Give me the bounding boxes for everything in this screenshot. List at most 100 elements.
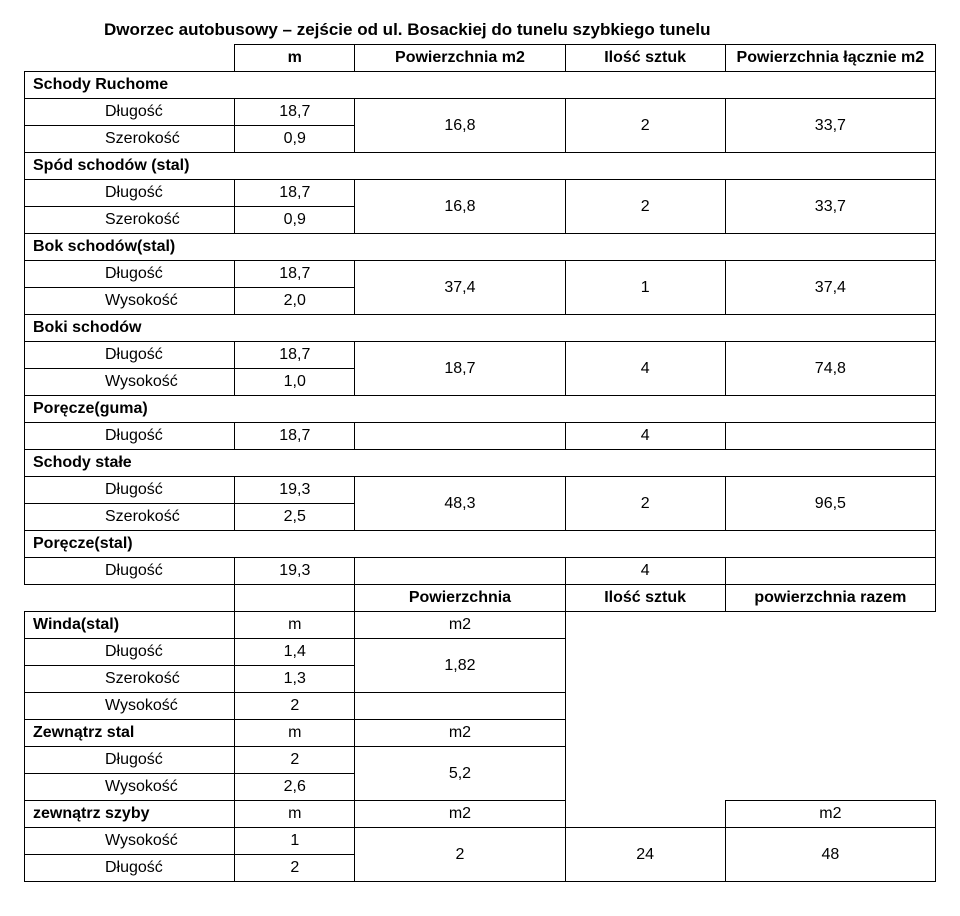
section-title: Schody Ruchome <box>25 72 936 99</box>
dim-value: 1 <box>235 828 355 855</box>
qty-cell: 2 <box>565 99 725 153</box>
page-title: Dworzec autobusowy – zejście od ul. Bosa… <box>104 20 936 40</box>
dim-value: 18,7 <box>235 423 355 450</box>
table-row: Wysokość 1 2 24 48 <box>25 828 936 855</box>
dim-label: Szerokość <box>25 126 235 153</box>
col-qty-header: Ilość sztuk <box>565 45 725 72</box>
table-row: Długość 18,7 4 <box>25 423 936 450</box>
dim-value: 1,3 <box>235 666 355 693</box>
section-row: zewnątrz szyby m m2 m2 <box>25 801 936 828</box>
unit-m2b: m2 <box>725 801 935 828</box>
qty-cell: 24 <box>565 828 725 882</box>
dim-label: Wysokość <box>25 774 235 801</box>
dim-label: Szerokość <box>25 207 235 234</box>
unit-m: m <box>235 720 355 747</box>
total-cell: 37,4 <box>725 261 935 315</box>
dim-label: Długość <box>25 261 235 288</box>
total-cell: 48 <box>725 828 935 882</box>
dim-label: Długość <box>25 423 235 450</box>
dim-value: 0,9 <box>235 126 355 153</box>
main-table: m Powierzchnia m2 Ilość sztuk Powierzchn… <box>24 44 936 882</box>
table-row: Długość 19,3 48,3 2 96,5 <box>25 477 936 504</box>
section-row: Spód schodów (stal) <box>25 153 936 180</box>
section-title: Winda(stal) <box>25 612 235 639</box>
section-title: Poręcze(stal) <box>25 531 936 558</box>
section-title: Bok schodów(stal) <box>25 234 936 261</box>
section-title: zewnątrz szyby <box>25 801 235 828</box>
section-row: Schody Ruchome <box>25 72 936 99</box>
table-row: Długość 19,3 4 <box>25 558 936 585</box>
section-row: Bok schodów(stal) <box>25 234 936 261</box>
unit-m: m <box>235 801 355 828</box>
section-row: Poręcze(stal) <box>25 531 936 558</box>
section-row: Boki schodów <box>25 315 936 342</box>
dim-label: Długość <box>25 99 235 126</box>
dim-value: 2 <box>235 747 355 774</box>
unit-m2: m2 <box>355 801 565 828</box>
unit-m: m <box>235 612 355 639</box>
qty-cell: 2 <box>565 477 725 531</box>
total-cell: 74,8 <box>725 342 935 396</box>
area-cell: 16,8 <box>355 99 565 153</box>
section-title: Poręcze(guma) <box>25 396 936 423</box>
col-total-header: Powierzchnia łącznie m2 <box>725 45 935 72</box>
area-cell: 2 <box>355 828 565 882</box>
table-row: Długość 18,7 16,8 2 33,7 <box>25 99 936 126</box>
dim-value: 1,0 <box>235 369 355 396</box>
dim-value: 2 <box>235 855 355 882</box>
dim-value: 2,6 <box>235 774 355 801</box>
qty-cell: 2 <box>565 180 725 234</box>
dim-value: 18,7 <box>235 180 355 207</box>
dim-value: 1,4 <box>235 639 355 666</box>
sub-total-header: powierzchnia razem <box>725 585 935 612</box>
area-cell: 1,82 <box>355 639 565 693</box>
dim-value: 18,7 <box>235 261 355 288</box>
section-title: Schody stałe <box>25 450 936 477</box>
dim-label: Długość <box>25 180 235 207</box>
table-subheader-row: Powierzchnia Ilość sztuk powierzchnia ra… <box>25 585 936 612</box>
total-cell: 33,7 <box>725 180 935 234</box>
dim-value: 18,7 <box>235 99 355 126</box>
qty-cell: 4 <box>565 342 725 396</box>
table-header-row: m Powierzchnia m2 Ilość sztuk Powierzchn… <box>25 45 936 72</box>
section-row: Schody stałe <box>25 450 936 477</box>
area-cell: 16,8 <box>355 180 565 234</box>
dim-value: 2 <box>235 693 355 720</box>
total-cell: 96,5 <box>725 477 935 531</box>
sub-qty-header: Ilość sztuk <box>565 585 725 612</box>
dim-label: Wysokość <box>25 288 235 315</box>
dim-label: Wysokość <box>25 369 235 396</box>
section-title: Boki schodów <box>25 315 936 342</box>
table-row: Długość 18,7 16,8 2 33,7 <box>25 180 936 207</box>
unit-m2: m2 <box>355 720 565 747</box>
table-row: Długość 18,7 18,7 4 74,8 <box>25 342 936 369</box>
dim-value: 19,3 <box>235 477 355 504</box>
dim-value: 2,0 <box>235 288 355 315</box>
qty-cell: 4 <box>565 558 725 585</box>
dim-label: Długość <box>25 747 235 774</box>
dim-value: 2,5 <box>235 504 355 531</box>
unit-m2: m2 <box>355 612 565 639</box>
sub-area-header: Powierzchnia <box>355 585 565 612</box>
dim-value: 18,7 <box>235 342 355 369</box>
dim-label: Długość <box>25 477 235 504</box>
qty-cell: 4 <box>565 423 725 450</box>
dim-label: Szerokość <box>25 504 235 531</box>
section-title: Spód schodów (stal) <box>25 153 936 180</box>
area-cell: 18,7 <box>355 342 565 396</box>
dim-label: Długość <box>25 855 235 882</box>
dim-label: Długość <box>25 639 235 666</box>
section-title: Zewnątrz stal <box>25 720 235 747</box>
qty-cell: 1 <box>565 261 725 315</box>
section-row: Poręcze(guma) <box>25 396 936 423</box>
section-row: Winda(stal) m m2 <box>25 612 936 639</box>
table-row: Długość 18,7 37,4 1 37,4 <box>25 261 936 288</box>
area-cell: 5,2 <box>355 747 565 801</box>
section-row: Zewnątrz stal m m2 <box>25 720 936 747</box>
total-cell: 33,7 <box>725 99 935 153</box>
dim-value: 19,3 <box>235 558 355 585</box>
dim-label: Wysokość <box>25 693 235 720</box>
dim-label: Wysokość <box>25 828 235 855</box>
dim-label: Długość <box>25 342 235 369</box>
dim-label: Długość <box>25 558 235 585</box>
